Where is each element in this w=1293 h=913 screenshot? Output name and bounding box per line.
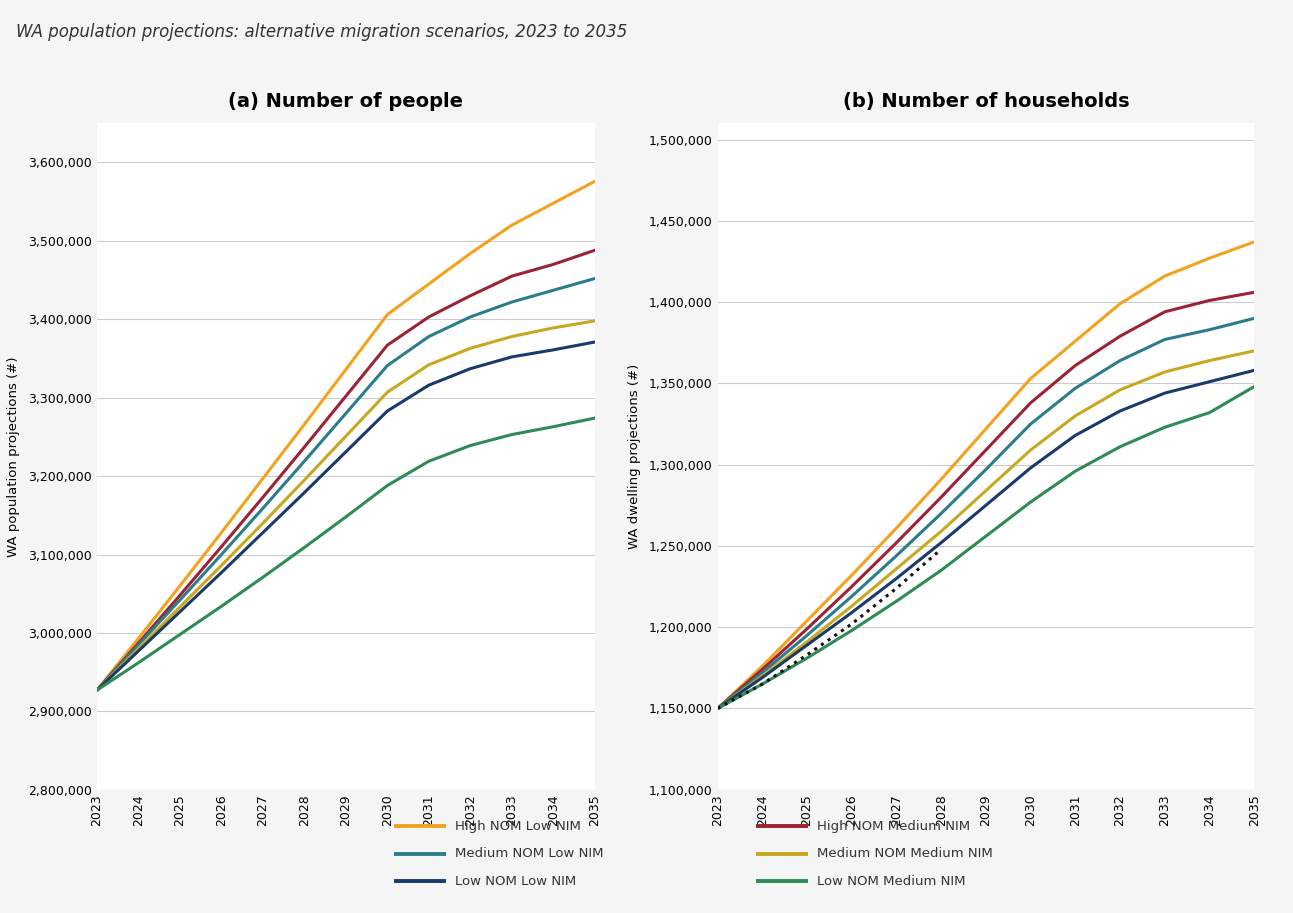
Text: High NOM Low NIM: High NOM Low NIM <box>455 820 581 833</box>
Text: Low NOM Medium NIM: Low NOM Medium NIM <box>817 875 966 887</box>
Title: (b) Number of households: (b) Number of households <box>843 91 1129 110</box>
Title: (a) Number of people: (a) Number of people <box>229 91 463 110</box>
Y-axis label: WA population projections (#): WA population projections (#) <box>6 356 19 557</box>
Text: Low NOM Low NIM: Low NOM Low NIM <box>455 875 577 887</box>
Y-axis label: WA dwelling projections (#): WA dwelling projections (#) <box>627 364 640 549</box>
Text: Medium NOM Medium NIM: Medium NOM Medium NIM <box>817 847 993 860</box>
Text: High NOM Medium NIM: High NOM Medium NIM <box>817 820 970 833</box>
Text: Medium NOM Low NIM: Medium NOM Low NIM <box>455 847 604 860</box>
Text: WA population projections: alternative migration scenarios, 2023 to 2035: WA population projections: alternative m… <box>16 23 627 41</box>
